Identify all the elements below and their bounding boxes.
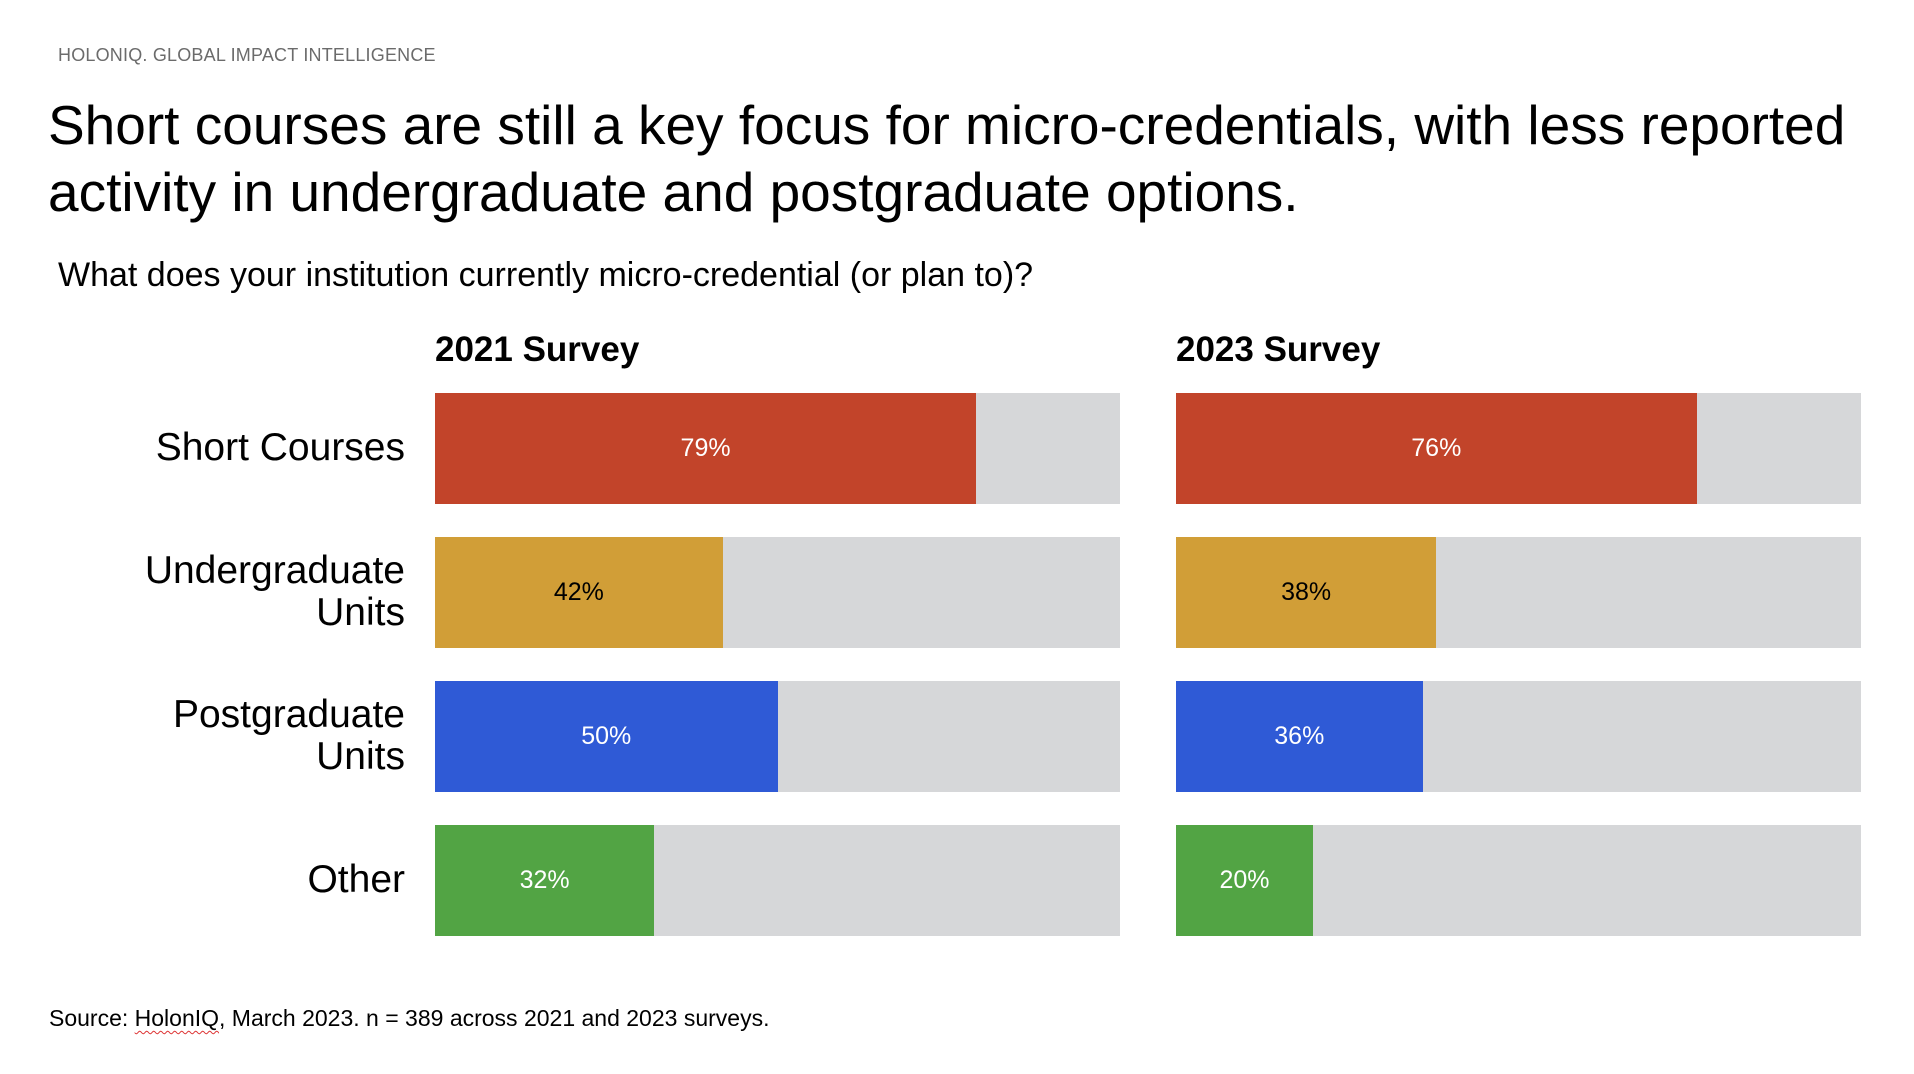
source-name: HolonIQ [134,1005,220,1031]
data-label: 38% [1281,578,1332,606]
data-label: 76% [1411,434,1462,462]
bar-track: 38% [1176,537,1861,648]
bar-track: 50% [435,681,1120,792]
bar: 76% [1176,393,1697,504]
category-label: Postgraduate Units [25,694,405,778]
bar: 36% [1176,681,1423,792]
bar-track: 20% [1176,825,1861,936]
bar-track: 32% [435,825,1120,936]
bar-track: 36% [1176,681,1861,792]
source-prefix: Source: [49,1005,135,1031]
category-label-line: Undergraduate [144,549,405,592]
bar: 42% [435,537,723,648]
bar: 38% [1176,537,1437,648]
brand-header: HOLONIQ. GLOBAL IMPACT INTELLIGENCE [58,45,436,65]
data-label: 20% [1219,866,1270,894]
category-label-line: Units [316,591,405,634]
panel-title: 2023 Survey [1176,330,1381,369]
category-label: Short Courses [25,427,405,469]
category-label-line: Short Courses [155,426,405,469]
category-label-line: Postgraduate [172,693,405,736]
source-note: Source: HolonIQ, March 2023. n = 389 acr… [49,1005,769,1032]
category-label-line: Other [307,858,405,901]
bar-track: 76% [1176,393,1861,504]
data-label: 50% [581,722,632,750]
page-title: Short courses are still a key focus for … [48,94,1846,223]
category-label: Undergraduate Units [25,550,405,634]
source-rest: , March 2023. n = 389 across 2021 and 20… [219,1005,770,1031]
data-label: 42% [553,578,604,606]
bar: 32% [435,825,655,936]
bar-track: 79% [435,393,1120,504]
category-label: Other [25,859,405,901]
bar-track: 42% [435,537,1120,648]
bar: 79% [435,393,977,504]
chart-question: What does your institution currently mic… [58,256,1034,294]
data-label: 36% [1274,722,1325,750]
panel-title: 2021 Survey [435,330,640,369]
category-label-line: Units [316,735,405,778]
data-label: 79% [680,434,731,462]
bar: 50% [435,681,778,792]
bar: 20% [1176,825,1313,936]
data-label: 32% [519,866,570,894]
